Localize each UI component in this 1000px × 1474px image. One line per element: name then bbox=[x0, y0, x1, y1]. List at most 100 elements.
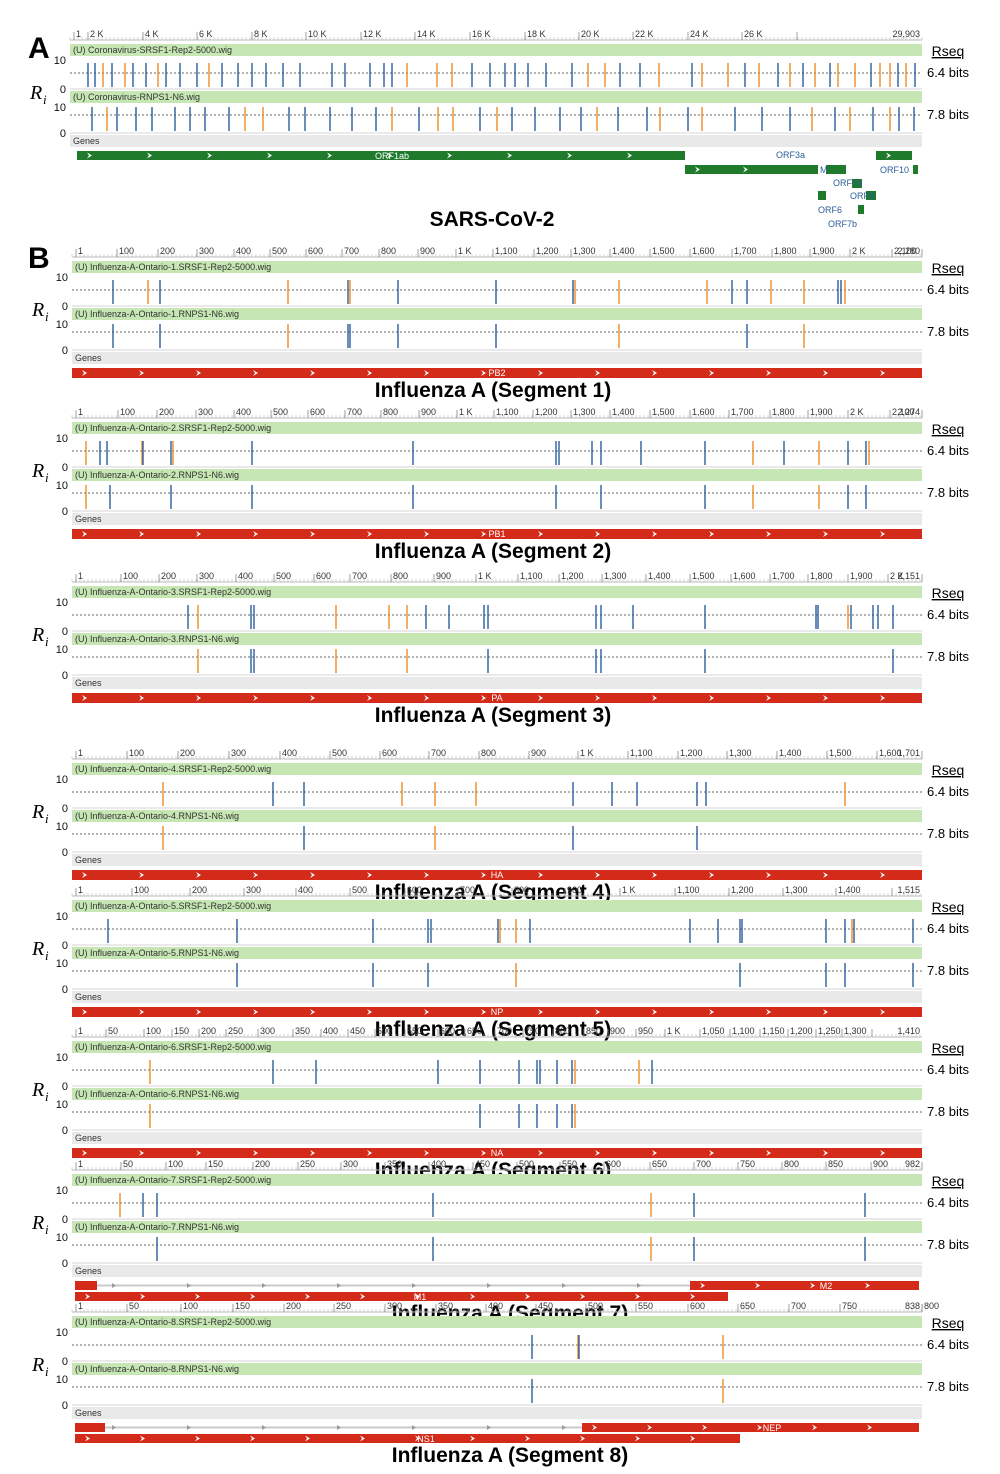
intron-arrow bbox=[112, 1425, 116, 1430]
strand-arrow bbox=[367, 695, 372, 701]
ri-axis-subscript: i bbox=[45, 948, 49, 963]
strand-arrow bbox=[310, 370, 315, 376]
ruler-tick-label: 1 K bbox=[622, 885, 636, 895]
strand-arrow bbox=[196, 872, 201, 878]
axis-0-label: 0 bbox=[62, 1356, 68, 1368]
ruler-tick-label: 750 bbox=[525, 1026, 540, 1036]
gene-label: ORF7a bbox=[833, 178, 862, 188]
strand-arrow bbox=[595, 1009, 600, 1015]
strand-arrow bbox=[360, 1293, 365, 1300]
strand-arrow bbox=[250, 1435, 255, 1442]
strand-arrow bbox=[253, 1009, 258, 1015]
strand-arrow bbox=[595, 531, 600, 537]
strand-arrow bbox=[85, 1435, 90, 1442]
strand-arrow bbox=[196, 370, 201, 376]
strand-arrow bbox=[139, 872, 144, 878]
axis-10-label: 10 bbox=[56, 821, 68, 833]
panel-title: Influenza A (Segment 4) bbox=[375, 881, 611, 904]
ruler-tick-label: 100 bbox=[123, 571, 138, 581]
track-rnps1-label: (U) Influenza-A-Ontario-3.RNPS1-N6.wig bbox=[75, 634, 239, 644]
ri-axis-label: R bbox=[31, 299, 44, 321]
ruler-tick-label: 700 bbox=[352, 571, 367, 581]
track-srsf1-bar bbox=[72, 900, 922, 912]
ruler-tick-label: 1 bbox=[76, 29, 81, 39]
panel-letter: A bbox=[28, 32, 50, 65]
strand-arrow bbox=[823, 1150, 828, 1156]
track-rnps1-label: (U) Influenza-A-Ontario-4.RNPS1-N6.wig bbox=[75, 811, 239, 821]
ri-axis-label: R bbox=[31, 938, 44, 960]
strand-arrow bbox=[627, 152, 632, 159]
ruler-tick-label: 700 bbox=[347, 407, 362, 417]
strand-arrow bbox=[470, 1435, 475, 1442]
ruler-tick-label: 300 bbox=[260, 1026, 275, 1036]
intron-arrow bbox=[412, 1425, 416, 1430]
ruler-tick-label: 700 bbox=[460, 885, 475, 895]
ruler-tick-label: 700 bbox=[696, 1159, 711, 1169]
axis-10-label: 10 bbox=[56, 272, 68, 284]
rseq-rnps1-value: 7.8 bits bbox=[927, 324, 969, 339]
gene-ha bbox=[72, 870, 922, 880]
strand-arrow bbox=[447, 152, 452, 159]
strand-arrow bbox=[139, 1150, 144, 1156]
strand-arrow bbox=[709, 531, 714, 537]
ruler-tick-label: 400 bbox=[488, 1301, 503, 1311]
genes-track-bar bbox=[72, 1132, 922, 1144]
strand-arrow bbox=[538, 1009, 543, 1015]
ruler-tick-label: 400 bbox=[236, 407, 251, 417]
ruler-tick-label: 1,400 bbox=[779, 748, 802, 758]
track-rnps1-label: (U) Coronavirus-RNPS1-N6.wig bbox=[73, 92, 200, 102]
strand-arrow bbox=[367, 531, 372, 537]
ruler-tick-label: 16 K bbox=[472, 29, 491, 39]
track-rnps1-bar bbox=[72, 308, 922, 320]
strand-arrow bbox=[253, 695, 258, 701]
strand-arrow bbox=[702, 1424, 707, 1431]
ruler-tick-label: 2,100 bbox=[894, 246, 917, 256]
ruler-tick-label: 1,700 bbox=[772, 571, 795, 581]
strand-arrow bbox=[823, 872, 828, 878]
strand-arrow bbox=[253, 531, 258, 537]
ruler-tick-label: 600 bbox=[310, 407, 325, 417]
gene-label: ORF8 bbox=[850, 191, 874, 201]
panel-influenza-segment-3: 1 100 200 300 400 500 600 700 800 900 1 K 1,100 1,20… bbox=[31, 571, 969, 727]
ruler-tick-label: 1,100 bbox=[677, 885, 700, 895]
genes-track-label: Genes bbox=[75, 678, 102, 688]
strand-arrow bbox=[880, 872, 885, 878]
ruler-tick-label: 400 bbox=[323, 1026, 338, 1036]
ruler-tick-label: 1,700 bbox=[734, 246, 757, 256]
strand-arrow bbox=[85, 1293, 90, 1300]
rseq-srsf1-value: 6.4 bits bbox=[927, 65, 969, 80]
gene-label: HA bbox=[491, 870, 504, 880]
rseq-header: Rseq bbox=[932, 421, 965, 437]
strand-arrow bbox=[823, 1009, 828, 1015]
ruler-tick-label: 600 bbox=[308, 246, 323, 256]
axis-10-label: 10 bbox=[56, 644, 68, 656]
ri-axis-subscript: i bbox=[45, 811, 49, 826]
track-rnps1-label: (U) Influenza-A-Ontario-1.RNPS1-N6.wig bbox=[75, 309, 239, 319]
strand-arrow bbox=[82, 1150, 87, 1156]
ruler-tick-label: 1,300 bbox=[573, 407, 596, 417]
ruler-tick-label: 1,200 bbox=[731, 885, 754, 895]
gene-label: NP bbox=[491, 1007, 504, 1017]
strand-arrow bbox=[139, 531, 144, 537]
panel-title: SARS-CoV-2 bbox=[430, 208, 555, 231]
strand-arrow bbox=[195, 1435, 200, 1442]
ruler-tick-label: 2 K bbox=[850, 407, 864, 417]
genes-track-bar bbox=[72, 677, 922, 689]
ruler-tick-label: 22 K bbox=[635, 29, 654, 39]
strand-arrow bbox=[415, 1435, 420, 1442]
ruler-tick-label: 250 bbox=[300, 1159, 315, 1169]
genes-track-bar bbox=[72, 1265, 922, 1277]
genes-track-label: Genes bbox=[75, 1266, 102, 1276]
ruler-tick-label: 500 bbox=[276, 571, 291, 581]
track-rnps1-bar bbox=[72, 1221, 922, 1233]
axis-10-label: 10 bbox=[54, 102, 66, 114]
ruler-tick-label: 1 bbox=[78, 1026, 83, 1036]
track-srsf1-bar bbox=[72, 422, 922, 434]
genes-track-label: Genes bbox=[75, 1408, 102, 1418]
ruler-tick-label: 200 bbox=[160, 246, 175, 256]
ruler-tick-label: 50 bbox=[129, 1301, 139, 1311]
strand-arrow bbox=[595, 872, 600, 878]
ruler-tick-label: 800 bbox=[383, 407, 398, 417]
genes-track-bar bbox=[72, 513, 922, 525]
panel-influenza-segment-5: 1 100 200 300 400 500 600 700 800 900 1 K 1,100 1,20… bbox=[31, 885, 969, 1041]
